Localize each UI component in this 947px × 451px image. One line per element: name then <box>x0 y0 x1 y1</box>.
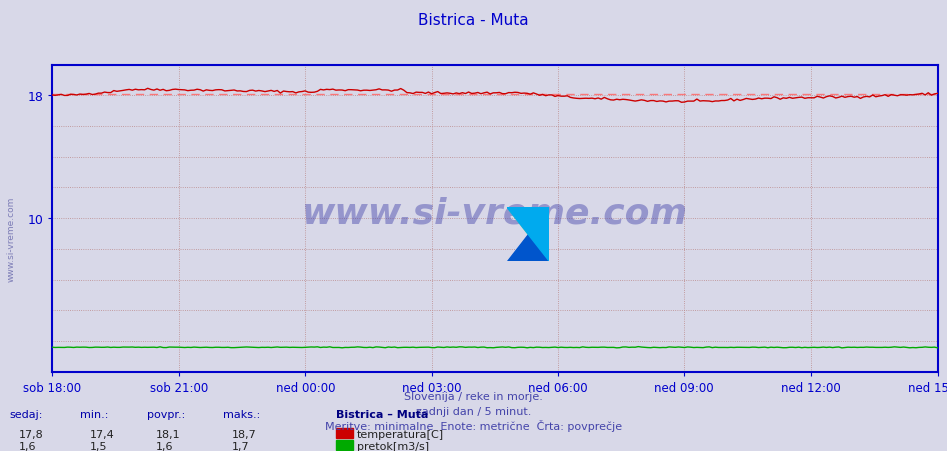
Polygon shape <box>507 207 549 262</box>
Text: maks.:: maks.: <box>223 409 259 419</box>
Polygon shape <box>507 207 549 262</box>
Text: Slovenija / reke in morje.: Slovenija / reke in morje. <box>404 391 543 401</box>
Text: 18,1: 18,1 <box>156 429 181 439</box>
Text: 1,5: 1,5 <box>90 442 107 451</box>
Text: 18,7: 18,7 <box>232 429 257 439</box>
Text: zadnji dan / 5 minut.: zadnji dan / 5 minut. <box>416 406 531 416</box>
Text: temperatura[C]: temperatura[C] <box>357 429 444 439</box>
Text: 1,6: 1,6 <box>156 442 173 451</box>
Polygon shape <box>507 207 549 262</box>
Text: 1,6: 1,6 <box>19 442 36 451</box>
Text: Meritve: minimalne  Enote: metrične  Črta: povprečje: Meritve: minimalne Enote: metrične Črta:… <box>325 419 622 431</box>
Text: 1,7: 1,7 <box>232 442 250 451</box>
Text: Bistrica - Muta: Bistrica - Muta <box>419 13 528 28</box>
Text: min.:: min.: <box>80 409 109 419</box>
Text: www.si-vreme.com: www.si-vreme.com <box>302 196 688 230</box>
Text: sedaj:: sedaj: <box>9 409 43 419</box>
Text: 17,4: 17,4 <box>90 429 115 439</box>
Text: www.si-vreme.com: www.si-vreme.com <box>7 197 16 281</box>
Text: 17,8: 17,8 <box>19 429 44 439</box>
Text: Bistrica – Muta: Bistrica – Muta <box>336 409 429 419</box>
Text: povpr.:: povpr.: <box>147 409 185 419</box>
Text: pretok[m3/s]: pretok[m3/s] <box>357 442 429 451</box>
